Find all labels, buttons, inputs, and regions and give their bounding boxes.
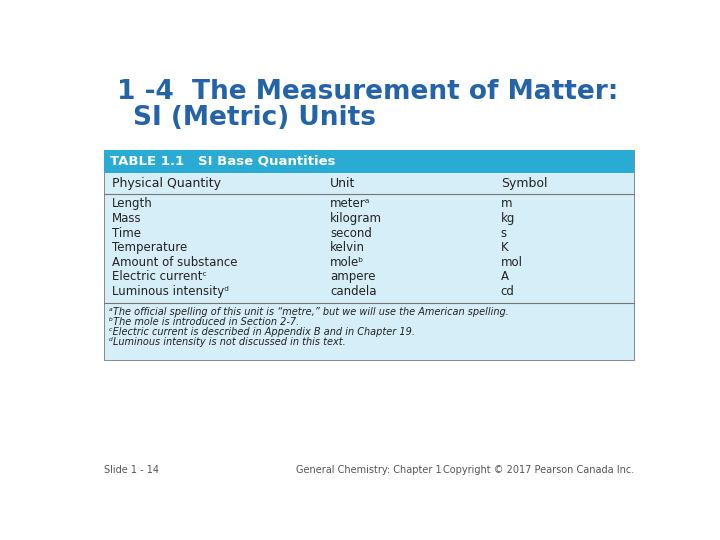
Text: ᶜElectric current is described in Appendix B and in Chapter 19.: ᶜElectric current is described in Append… (109, 327, 415, 338)
Text: 1 -4  The Measurement of Matter:: 1 -4 The Measurement of Matter: (117, 79, 618, 105)
Text: Electric currentᶜ: Electric currentᶜ (112, 271, 207, 284)
Text: Copyright © 2017 Pearson Canada Inc.: Copyright © 2017 Pearson Canada Inc. (443, 465, 634, 475)
Text: K: K (500, 241, 508, 254)
Text: moleᵇ: moleᵇ (330, 256, 364, 269)
Text: mol: mol (500, 256, 523, 269)
Text: Time: Time (112, 227, 140, 240)
Text: ᵇThe mole is introduced in Section 2-7.: ᵇThe mole is introduced in Section 2-7. (109, 318, 299, 327)
Text: Symbol: Symbol (500, 177, 547, 190)
Text: Physical Quantity: Physical Quantity (112, 177, 221, 190)
Text: Amount of substance: Amount of substance (112, 256, 237, 269)
Text: A: A (500, 271, 509, 284)
Text: kilogram: kilogram (330, 212, 382, 225)
Text: candela: candela (330, 285, 377, 298)
Text: Slide 1 - 14: Slide 1 - 14 (104, 465, 159, 475)
Text: kg: kg (500, 212, 515, 225)
Text: ᵈLuminous intensity is not discussed in this text.: ᵈLuminous intensity is not discussed in … (109, 338, 346, 347)
Text: Mass: Mass (112, 212, 141, 225)
Text: TABLE 1.1   SI Base Quantities: TABLE 1.1 SI Base Quantities (110, 154, 336, 167)
Text: Temperature: Temperature (112, 241, 187, 254)
Text: cd: cd (500, 285, 515, 298)
FancyBboxPatch shape (104, 150, 634, 173)
Text: ᵃThe official spelling of this unit is “metre,” but we will use the American spe: ᵃThe official spelling of this unit is “… (109, 307, 508, 318)
Text: General Chemistry: Chapter 1: General Chemistry: Chapter 1 (296, 465, 442, 475)
Text: Length: Length (112, 197, 153, 210)
Text: s: s (500, 227, 507, 240)
Text: kelvin: kelvin (330, 241, 365, 254)
Text: ampere: ampere (330, 271, 376, 284)
Text: Luminous intensityᵈ: Luminous intensityᵈ (112, 285, 229, 298)
Text: SI (Metric) Units: SI (Metric) Units (132, 105, 376, 131)
Text: Unit: Unit (330, 177, 356, 190)
Text: meterᵃ: meterᵃ (330, 197, 371, 210)
Text: second: second (330, 227, 372, 240)
Text: m: m (500, 197, 512, 210)
FancyBboxPatch shape (104, 150, 634, 360)
